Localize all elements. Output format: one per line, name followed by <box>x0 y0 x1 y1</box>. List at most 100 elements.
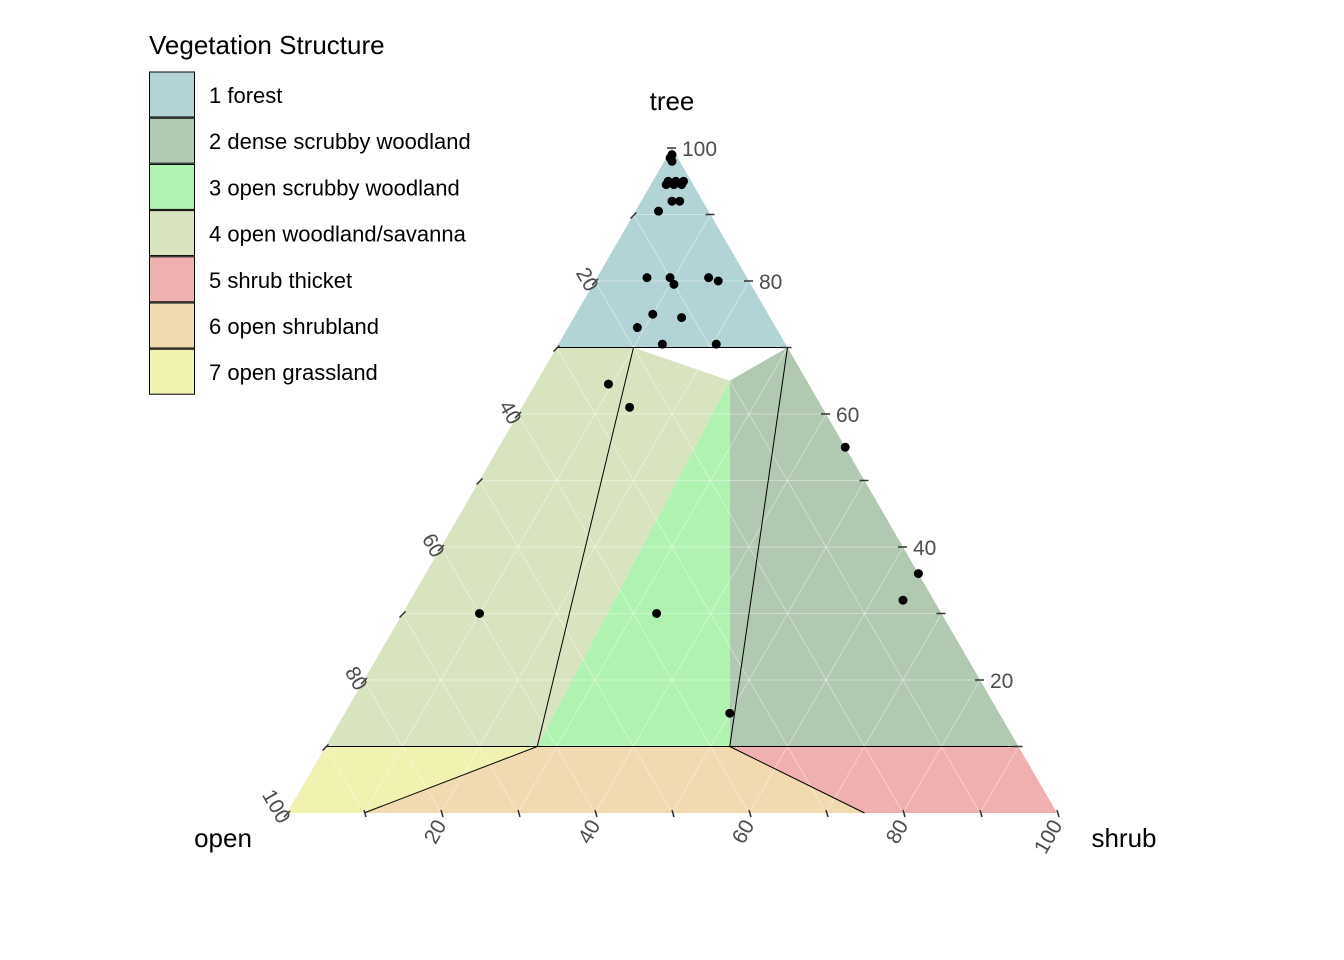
tick-shrub-80 <box>902 809 906 818</box>
legend-label-7: 7 open grassland <box>209 360 378 385</box>
data-point <box>667 196 677 206</box>
tick-open-60 <box>437 544 445 552</box>
tick-shrub-20 <box>440 809 444 818</box>
tick-open-80 <box>360 677 368 685</box>
axis-title-open: open <box>194 823 252 853</box>
tick-open-10 <box>629 211 638 220</box>
tick-label-shrub-100: 100 <box>1030 816 1067 858</box>
tick-open-50 <box>475 477 484 486</box>
legend-swatch-7 <box>149 348 195 395</box>
grid-shrub-70 <box>825 613 942 814</box>
legend-title: Vegetation Structure <box>149 30 385 60</box>
tick-open-40 <box>514 411 522 419</box>
legend-label-6: 6 open shrubland <box>209 314 379 339</box>
legend-swatch-1 <box>149 71 195 118</box>
data-point <box>704 273 714 283</box>
legend-items: 1 forest 2 dense scrubby woodland 3 open s… <box>149 71 471 395</box>
data-point <box>475 609 484 618</box>
tick-open-100 <box>283 810 291 818</box>
legend-label-2: 2 dense scrubby woodland <box>209 129 471 154</box>
grid-open-10 <box>633 214 981 814</box>
data-point <box>632 323 642 333</box>
data-point <box>713 276 723 286</box>
data-point <box>648 309 658 319</box>
tick-shrub-60 <box>748 809 752 818</box>
region-borders <box>325 347 1019 814</box>
tick-shrub-100 <box>1056 809 1060 818</box>
grid-shrub-50 <box>671 480 865 814</box>
tick-shrub-90 <box>979 809 983 818</box>
region-6 <box>364 746 865 813</box>
region-4 <box>325 347 730 747</box>
grid-open-70 <box>402 613 519 814</box>
regions-layer <box>287 148 1057 813</box>
tick-label-tree-40: 40 <box>913 537 936 560</box>
grid-shrub-30 <box>517 347 788 814</box>
region-border-5 <box>363 746 538 814</box>
data-point <box>840 442 850 452</box>
data-point <box>657 339 667 349</box>
grid-open-90 <box>325 746 365 814</box>
tick-shrub-70 <box>825 809 829 818</box>
tick-shrub-40 <box>594 809 598 818</box>
legend-swatch-4 <box>149 210 195 257</box>
region-5 <box>729 746 1057 813</box>
legend: Vegetation Structure 1 forest 2 dense scr… <box>149 30 471 395</box>
data-point <box>675 196 685 206</box>
region-7 <box>287 746 538 813</box>
region-border-2 <box>536 347 634 747</box>
grid-shrub-20 <box>440 280 750 814</box>
legend-swatch-3 <box>149 163 195 210</box>
tick-open-20 <box>591 278 599 286</box>
data-point <box>725 708 735 718</box>
axis-title-shrub: shrub <box>1091 823 1156 853</box>
grid-open-50 <box>479 480 673 814</box>
tick-open-70 <box>398 610 407 619</box>
data-point <box>652 609 662 618</box>
legend-label-4: 4 open woodland/savanna <box>209 222 467 247</box>
tick-label-shrub-80: 80 <box>882 816 914 848</box>
tick-label-shrub-20: 20 <box>420 816 452 848</box>
data-point <box>711 339 721 349</box>
data-point <box>669 279 679 289</box>
legend-swatch-6 <box>149 302 195 349</box>
axis-title-tree: tree <box>650 86 695 116</box>
tick-label-tree-80: 80 <box>759 271 782 294</box>
tick-label-tree-60: 60 <box>836 404 859 427</box>
data-point <box>898 595 908 605</box>
data-point <box>642 273 652 283</box>
grid-shrub-90 <box>979 746 1019 814</box>
tick-open-30 <box>552 344 561 353</box>
tick-shrub-10 <box>363 809 367 818</box>
region-2 <box>729 347 1019 747</box>
data-point <box>654 206 664 216</box>
data-point <box>913 569 923 579</box>
data-point <box>667 156 677 166</box>
legend-label-5: 5 shrub thicket <box>209 268 352 293</box>
data-point <box>661 180 671 190</box>
data-point <box>603 379 613 389</box>
legend-label-3: 3 open scrubby woodland <box>209 175 460 200</box>
tick-open-90 <box>321 743 330 752</box>
region-1 <box>556 148 788 348</box>
region-border-6 <box>729 746 865 814</box>
data-point <box>625 402 635 412</box>
tick-label-open-100: 100 <box>257 786 294 828</box>
data-point <box>677 313 687 323</box>
region-border-3 <box>729 347 788 747</box>
tick-label-tree-100: 100 <box>682 138 717 161</box>
legend-label-1: 1 forest <box>209 83 282 108</box>
tick-shrub-50 <box>671 809 675 818</box>
data-points <box>475 150 923 718</box>
grid-open-60 <box>440 546 596 814</box>
grid-open-30 <box>556 347 827 814</box>
legend-swatch-5 <box>149 256 195 303</box>
tick-shrub-30 <box>517 809 521 818</box>
legend-swatch-2 <box>149 117 195 164</box>
tick-label-tree-20: 20 <box>990 670 1013 693</box>
grid-open-20 <box>594 280 904 814</box>
tick-label-shrub-40: 40 <box>574 816 606 848</box>
data-point <box>665 273 675 283</box>
data-point <box>677 180 687 190</box>
